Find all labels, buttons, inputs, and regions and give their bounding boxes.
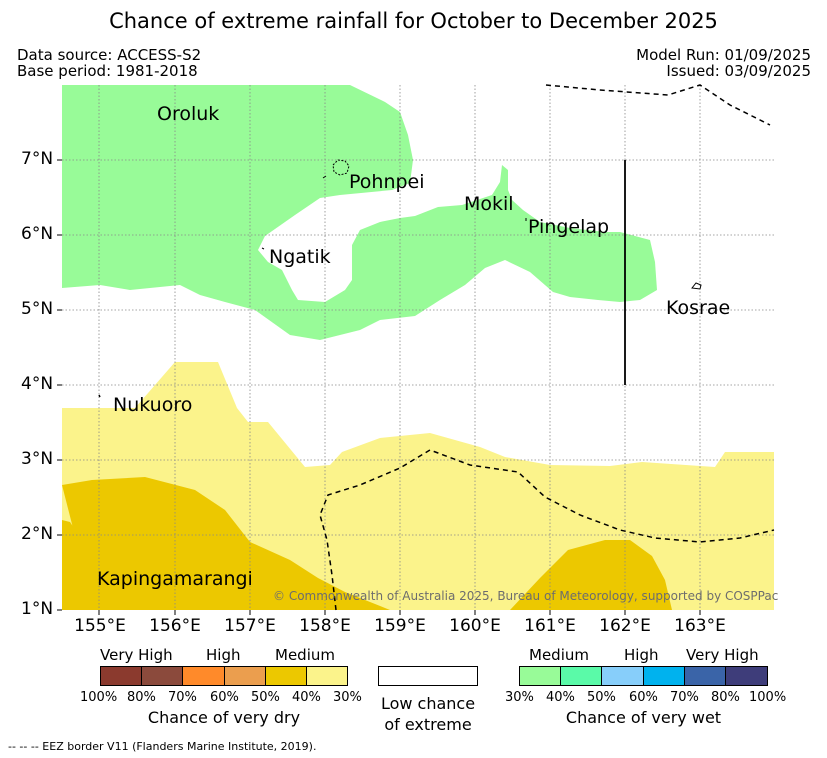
dry-swatch [265, 666, 307, 686]
place-label-oroluk: Oroluk [157, 103, 220, 125]
dry-percent: 100% [80, 690, 118, 705]
lat-tick-label: 7°N [21, 149, 54, 169]
model-run: Model Run: 01/09/2025 [636, 46, 811, 64]
ngatik-islet [261, 247, 265, 250]
dry-label-very-high: Very High [100, 646, 173, 664]
lat-tick-label: 5°N [21, 299, 54, 319]
lon-tick-label: 160°E [449, 616, 501, 636]
lon-tick-label: 163°E [674, 616, 726, 636]
wet-caption: Chance of very wet [565, 708, 722, 727]
dry-medium-dark-region [62, 477, 390, 610]
dry-percent: 50% [251, 690, 280, 705]
lon-tick-label: 161°E [524, 616, 576, 636]
lat-tick-label: 6°N [21, 224, 54, 244]
dry-label-high: High [206, 646, 241, 664]
wet-swatch [725, 666, 768, 686]
dry-caption: Chance of very dry [147, 708, 301, 727]
lon-tick-label: 156°E [149, 616, 201, 636]
pohnpei-island [332, 159, 350, 176]
nukuoro-islet [98, 394, 101, 398]
dry-swatch [224, 666, 266, 686]
wet-swatch [601, 666, 644, 686]
dry-medium-dark-region-east [510, 540, 672, 610]
dry-swatch [141, 666, 183, 686]
data-source: Data source: ACCESS-S2 [17, 46, 202, 64]
wet-label-medium: Medium [529, 646, 589, 664]
dry-swatch [100, 666, 142, 686]
low-chance-label-line1: Low chance [380, 694, 476, 713]
dry-percent: 40% [292, 690, 321, 705]
wet-label-very-high: Very High [686, 646, 759, 664]
dry-percent: 60% [210, 690, 239, 705]
wet-percent: 30% [505, 690, 534, 705]
place-label-mokil: Mokil [464, 193, 514, 215]
wet-percent: 60% [629, 690, 658, 705]
place-label-kosrae: Kosrae [666, 297, 731, 319]
base-period: Base period: 1981-2018 [17, 62, 198, 80]
lat-tick-label: 4°N [21, 374, 54, 394]
wet-percent: 50% [587, 690, 616, 705]
lon-tick-label: 157°E [224, 616, 276, 636]
pohnpei-islet [322, 175, 327, 179]
low-chance-swatch [378, 666, 478, 686]
place-label-kapingamarangi: Kapingamarangi [97, 568, 253, 590]
lon-tick-label: 162°E [599, 616, 651, 636]
low-chance-label-line2: of extreme [384, 715, 472, 734]
place-label-pingelap: Pingelap [528, 216, 610, 238]
kosrae-island [691, 282, 702, 290]
dry-percent: 30% [333, 690, 362, 705]
wet-medium-region [62, 85, 657, 340]
eez-footnote: -- -- -- EEZ border V11 (Flanders Marine… [8, 740, 317, 753]
wet-swatch [643, 666, 685, 686]
copyright-note: © Commonwealth of Australia 2025, Bureau… [273, 589, 779, 603]
dry-swatch [306, 666, 348, 686]
dry-swatch [182, 666, 225, 686]
wet-swatch [684, 666, 726, 686]
dry-percent: 70% [168, 690, 197, 705]
place-label-nukuoro: Nukuoro [113, 394, 193, 416]
lon-tick-label: 159°E [374, 616, 426, 636]
place-label-ngatik: Ngatik [269, 246, 331, 268]
lat-tick-label: 3°N [21, 449, 54, 469]
wet-swatch [519, 666, 561, 686]
wet-percent: 70% [670, 690, 699, 705]
issued-date: Issued: 03/09/2025 [666, 62, 811, 80]
wet-swatch [560, 666, 602, 686]
dry-label-medium: Medium [275, 646, 335, 664]
wet-percent: 100% [749, 690, 787, 705]
lon-tick-label: 158°E [299, 616, 351, 636]
wet-label-high: High [624, 646, 659, 664]
lat-tick-label: 1°N [21, 599, 54, 619]
wet-percent: 80% [711, 690, 740, 705]
eez-border [319, 84, 775, 611]
dry-percent: 80% [127, 690, 156, 705]
map-title: Chance of extreme rainfall for October t… [109, 9, 718, 33]
wet-percent: 40% [546, 690, 575, 705]
lat-tick-label: 2°N [21, 524, 54, 544]
lon-tick-label: 155°E [74, 616, 126, 636]
place-label-pohnpei: Pohnpei [349, 171, 425, 193]
